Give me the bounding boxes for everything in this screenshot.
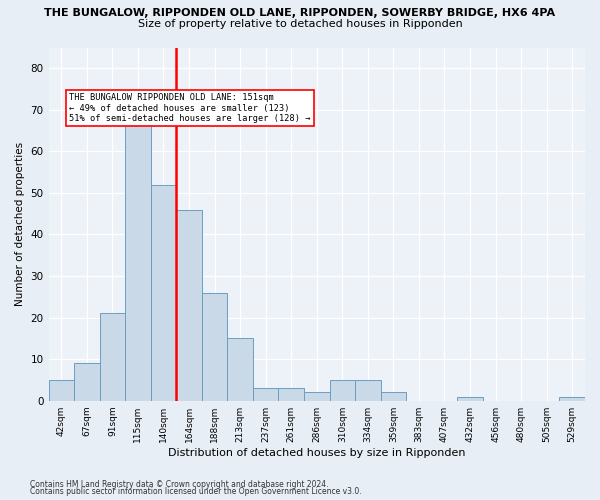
Bar (74, 364, 100, 401)
Text: Size of property relative to detached houses in Ripponden: Size of property relative to detached ho… (137, 19, 463, 29)
Text: Contains HM Land Registry data © Crown copyright and database right 2024.: Contains HM Land Registry data © Crown c… (30, 480, 329, 489)
Y-axis label: Number of detached properties: Number of detached properties (15, 142, 25, 306)
Bar (457, 396, 483, 400)
Bar (329, 380, 355, 400)
Bar (49, 380, 74, 400)
Bar (380, 392, 406, 400)
Bar (559, 396, 585, 400)
Text: Contains public sector information licensed under the Open Government Licence v3: Contains public sector information licen… (30, 488, 362, 496)
Bar (355, 380, 380, 400)
Bar (125, 118, 151, 401)
X-axis label: Distribution of detached houses by size in Ripponden: Distribution of detached houses by size … (168, 448, 466, 458)
Text: THE BUNGALOW, RIPPONDEN OLD LANE, RIPPONDEN, SOWERBY BRIDGE, HX6 4PA: THE BUNGALOW, RIPPONDEN OLD LANE, RIPPON… (44, 8, 556, 18)
Bar (304, 392, 329, 400)
Bar (227, 338, 253, 400)
Text: THE BUNGALOW RIPPONDEN OLD LANE: 151sqm
← 49% of detached houses are smaller (12: THE BUNGALOW RIPPONDEN OLD LANE: 151sqm … (69, 93, 310, 123)
Bar (253, 388, 278, 400)
Bar (100, 314, 125, 400)
Bar (278, 388, 304, 400)
Bar (176, 210, 202, 400)
Bar (202, 292, 227, 401)
Bar (151, 184, 176, 400)
